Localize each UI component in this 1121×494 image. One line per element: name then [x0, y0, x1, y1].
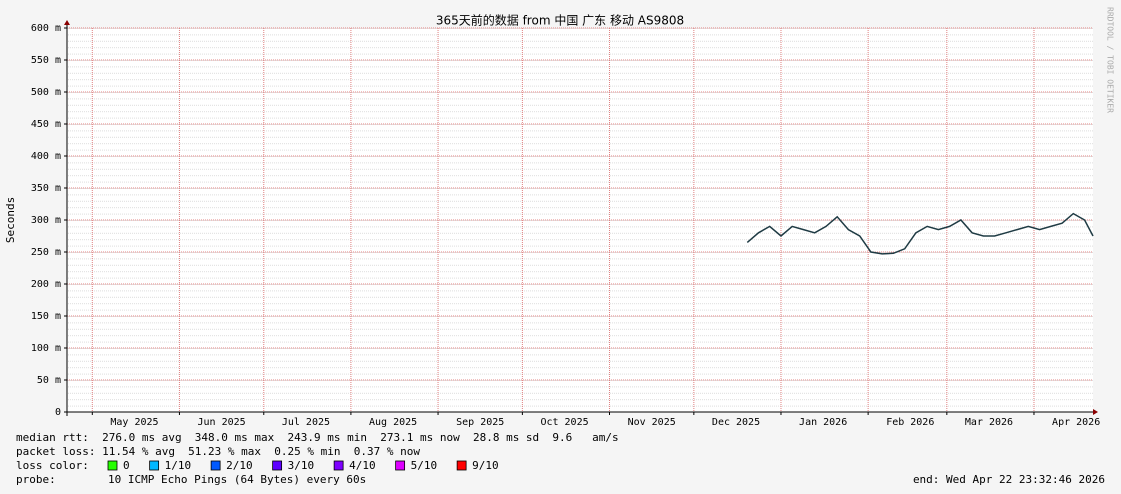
loss-color-entry: 5/10 [411, 459, 438, 472]
probe: 10 ICMP Echo Pings (64 Bytes) every 60s [108, 473, 366, 486]
loss-color-swatch [149, 460, 160, 471]
x-tick-label: Dec 2025 [712, 417, 760, 428]
series-line [746, 212, 1094, 255]
y-tick-label: 400 m [31, 151, 61, 162]
loss-color-entry: 2/10 [226, 459, 253, 472]
y-tick-label: 0 [55, 407, 61, 418]
y-tick-label: 450 m [31, 119, 61, 130]
end-time: end: Wed Apr 22 23:32:46 2026 [913, 473, 1105, 486]
x-tick-label: Apr 2026 [1052, 417, 1100, 428]
y-tick-label: 300 m [31, 215, 61, 226]
x-tick-label: Jan 2026 [799, 417, 847, 428]
loss-color-label: loss color: [16, 459, 89, 472]
watermark: RRDTOOL / TOBI OETIKER [1106, 7, 1115, 113]
x-arrow [1093, 409, 1098, 415]
loss-color-entry: 0 [123, 459, 130, 472]
x-tick-label: Jul 2025 [282, 417, 330, 428]
y-tick-label: 50 m [37, 375, 61, 386]
y-tick-label: 500 m [31, 87, 61, 98]
x-tick-label: Aug 2025 [369, 417, 417, 428]
stats-line: packet loss: 11.54 % avg 51.23 % max 0.2… [16, 445, 420, 458]
x-tick-label: Jun 2025 [198, 417, 246, 428]
loss-color-entry: 1/10 [165, 459, 192, 472]
chart-title: 365天前的数据 from 中国 广东 移动 AS9808 [436, 13, 684, 28]
x-tick-label: Feb 2026 [886, 417, 934, 428]
y-axis-label: Seconds [4, 197, 17, 243]
x-tick-label: May 2025 [110, 417, 158, 428]
probe-label: probe: [16, 473, 56, 486]
loss-color-swatch [456, 460, 467, 471]
y-tick-label: 250 m [31, 247, 61, 258]
y-tick-label: 100 m [31, 343, 61, 354]
loss-color-swatch [395, 460, 406, 471]
loss-color-entry: 3/10 [288, 459, 315, 472]
loss-color-entry: 4/10 [349, 459, 376, 472]
loss-color-swatch [210, 460, 221, 471]
y-tick-label: 600 m [31, 23, 61, 34]
loss-color-swatch [333, 460, 344, 471]
y-arrow [64, 20, 70, 25]
loss-color-swatch [272, 460, 283, 471]
x-tick-label: Nov 2025 [628, 417, 676, 428]
y-tick-label: 200 m [31, 279, 61, 290]
y-tick-label: 350 m [31, 183, 61, 194]
x-tick-label: Sep 2025 [456, 417, 504, 428]
y-tick-label: 150 m [31, 311, 61, 322]
y-tick-label: 550 m [31, 55, 61, 66]
stats-line: median rtt: 276.0 ms avg 348.0 ms max 24… [16, 431, 619, 444]
x-tick-label: Mar 2026 [965, 417, 1013, 428]
x-tick-label: Oct 2025 [540, 417, 588, 428]
loss-color-entry: 9/10 [472, 459, 499, 472]
loss-color-swatch [107, 460, 118, 471]
